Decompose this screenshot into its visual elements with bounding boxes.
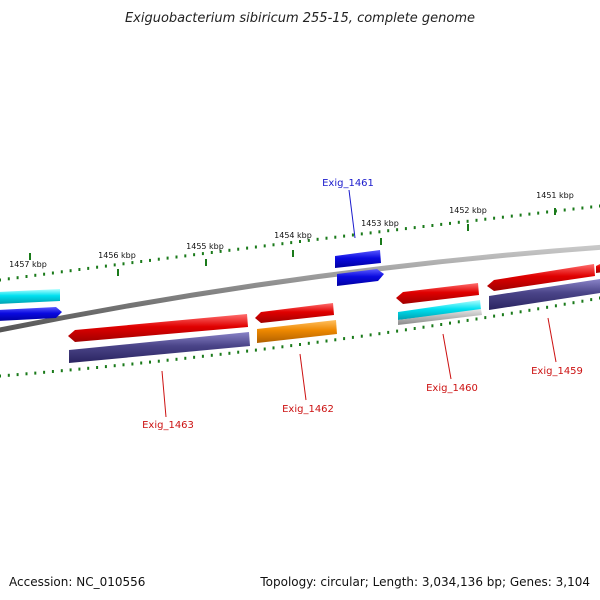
gene-cds-blue-left[interactable] <box>0 307 62 321</box>
gene-label-exig-1461[interactable]: Exig_1461 <box>322 178 374 189</box>
leader-exig-1463 <box>161 370 167 418</box>
gene-exig-1462[interactable] <box>255 303 334 323</box>
leader-exig-1460 <box>442 333 452 380</box>
gene-exig-1461-upper[interactable] <box>335 250 381 268</box>
tick-label-1451: 1451 kbp <box>536 191 574 200</box>
gene-exig-1461-lower[interactable] <box>337 269 384 286</box>
kbp-tick-labels: 1457 kbp 1456 kbp 1455 kbp 1454 kbp 1453… <box>9 191 574 269</box>
gene-label-exig-1463[interactable]: Exig_1463 <box>142 420 194 431</box>
map-title: Exiguobacterium sibiricum 255-15, comple… <box>125 11 475 26</box>
gene-exig-1459[interactable] <box>487 264 595 291</box>
tick-label-1457: 1457 kbp <box>9 260 47 269</box>
ring-exig-1460-grey[interactable] <box>398 309 482 325</box>
accession-text: Accession: NC_010556 <box>9 575 145 589</box>
tick-label-1456: 1456 kbp <box>98 251 136 260</box>
gene-cds-red-right-edge[interactable] <box>596 262 600 273</box>
genome-backbone <box>0 244 600 333</box>
gene-labels: Exig_1461 Exig_1463 Exig_1462 Exig_1460 … <box>142 178 583 431</box>
gene-label-exig-1459[interactable]: Exig_1459 <box>531 366 583 377</box>
leader-exig-1462 <box>299 353 307 401</box>
gene-cds-cyan-left[interactable] <box>0 289 60 304</box>
genome-summary-text: Topology: circular; Length: 3,034,136 bp… <box>259 575 590 589</box>
ring-exig-1463[interactable] <box>69 332 250 363</box>
gene-exig-1460[interactable] <box>396 283 479 304</box>
tick-label-1454: 1454 kbp <box>274 231 312 240</box>
annotation-ring <box>69 279 600 363</box>
label-leaders <box>161 189 557 418</box>
kbp-ticks <box>29 208 556 276</box>
outer-scale-dots <box>0 204 600 282</box>
forward-strand-genes <box>0 250 600 342</box>
ring-exig-1462[interactable] <box>257 320 337 343</box>
tick-label-1452: 1452 kbp <box>449 206 487 215</box>
ring-exig-1459[interactable] <box>489 279 600 310</box>
gene-exig-1463[interactable] <box>68 314 248 342</box>
leader-exig-1461 <box>348 189 356 239</box>
leader-exig-1459 <box>547 317 557 363</box>
tick-label-1455: 1455 kbp <box>186 242 224 251</box>
tick-label-1453: 1453 kbp <box>361 219 399 228</box>
gene-label-exig-1462[interactable]: Exig_1462 <box>282 404 334 415</box>
inner-scale-dots <box>0 296 600 378</box>
gene-label-exig-1460[interactable]: Exig_1460 <box>426 383 478 394</box>
ring-exig-1460-cyan[interactable] <box>398 300 481 320</box>
